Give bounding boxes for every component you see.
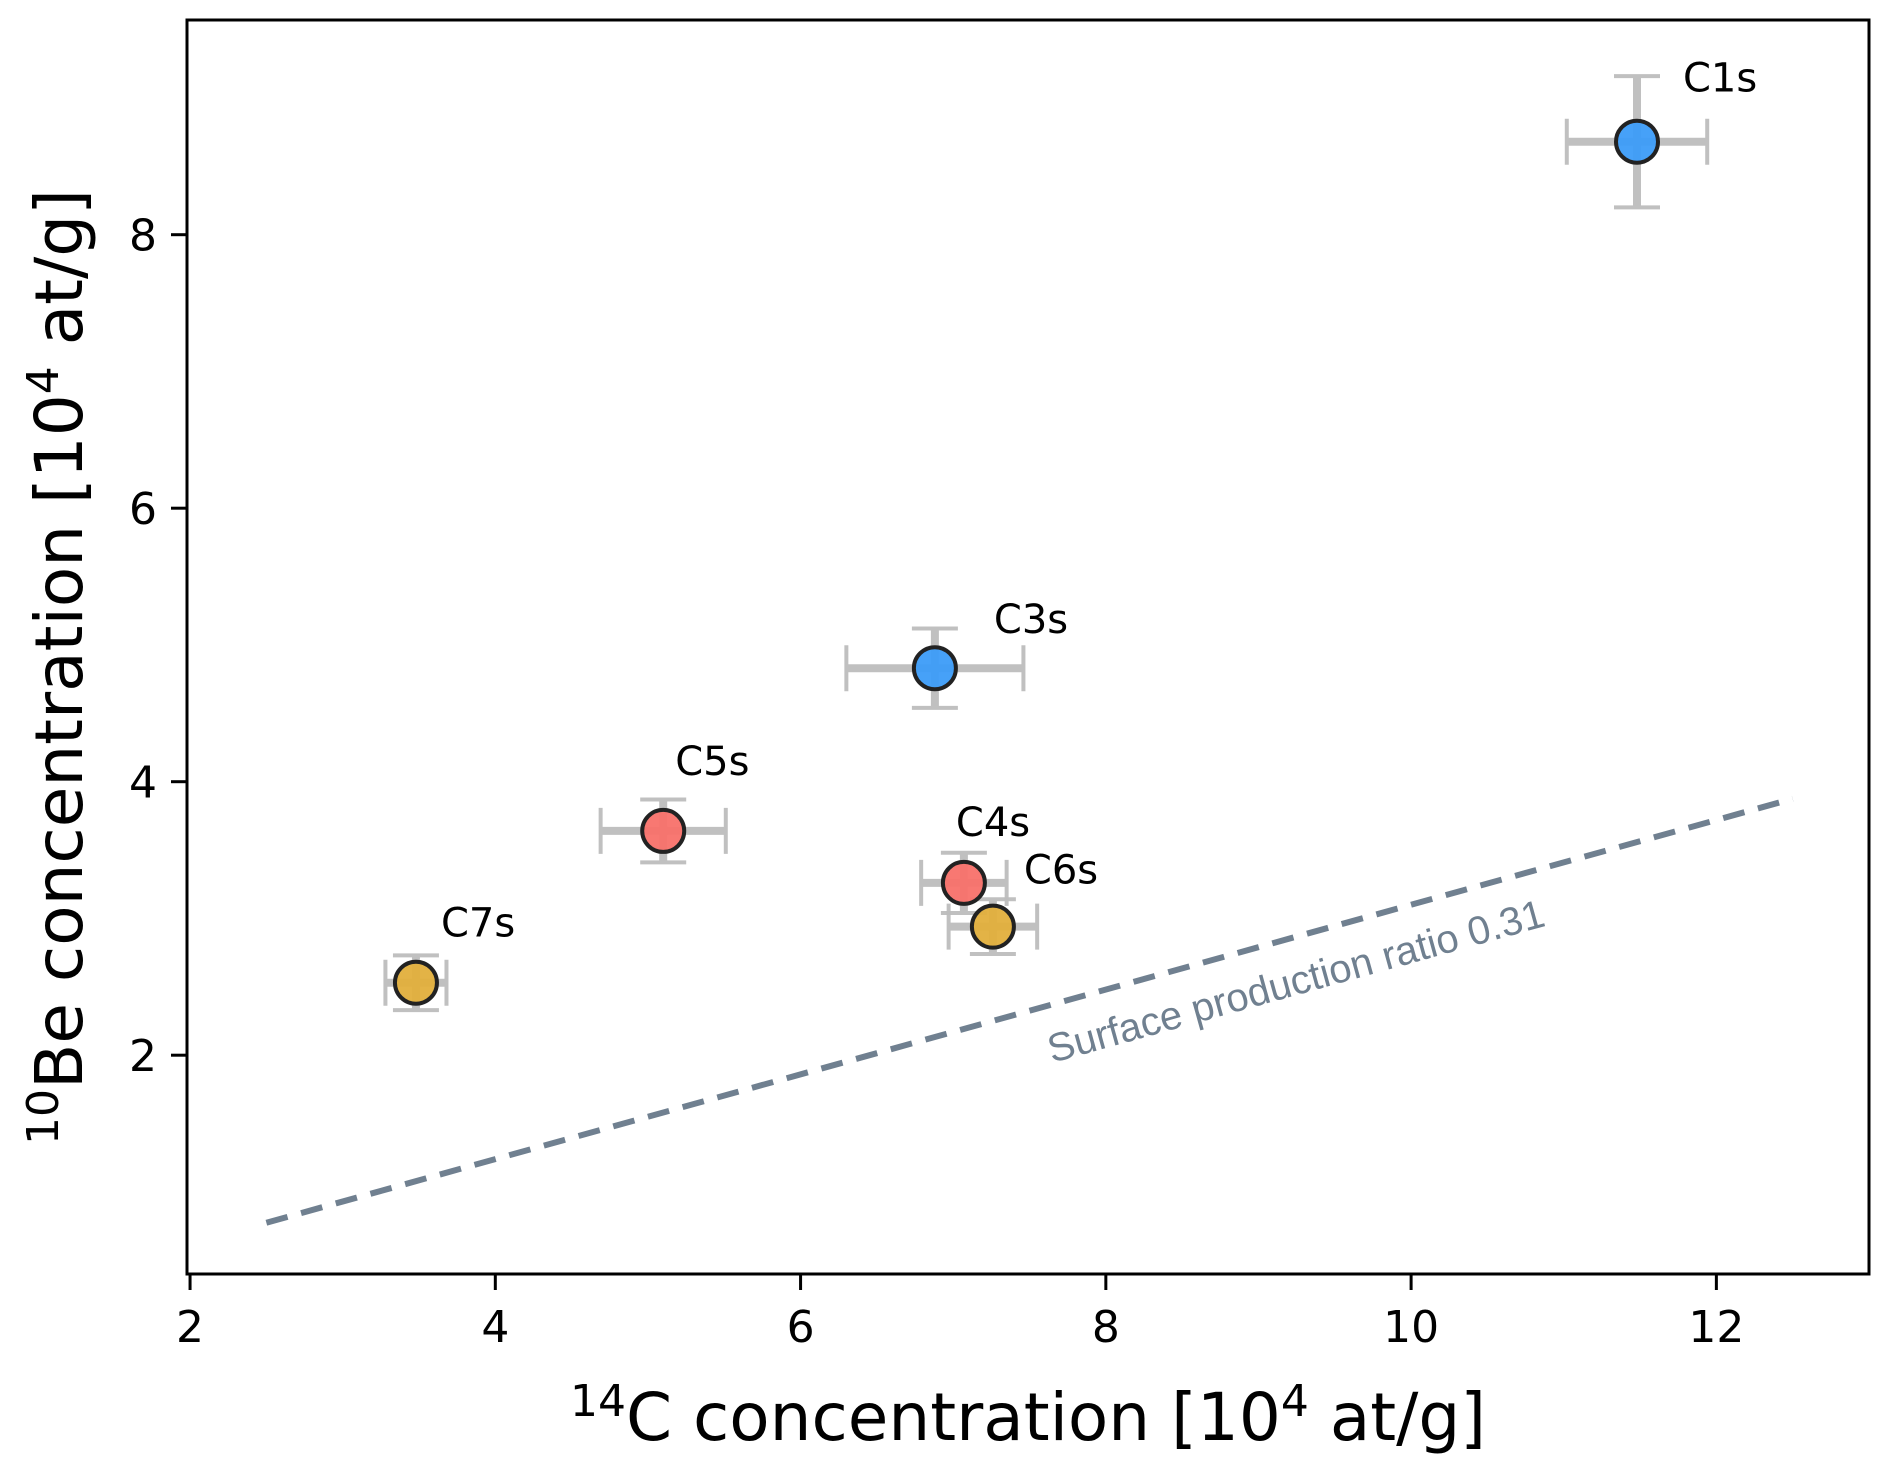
- y-axis-ticks: 2 4 6 8: [129, 211, 187, 1082]
- y-axis-title: 10Be concentration [104 at/g]: [18, 189, 98, 1145]
- x-tick-label: 6: [787, 1302, 815, 1353]
- x-axis-title-superscript: 14: [570, 1376, 626, 1427]
- x-tick-label: 8: [1092, 1302, 1120, 1353]
- y-tick-label: 2: [129, 1031, 157, 1082]
- x-axis-title: 14C concentration [104 at/g]: [570, 1376, 1486, 1456]
- x-axis-ticks: 2 4 6 8 10 12: [176, 1274, 1744, 1353]
- y-axis-title-text: Be concentration [10: [21, 394, 98, 1089]
- x-axis-title-text: C concentration [10: [626, 1379, 1281, 1456]
- x-tick-label: 12: [1688, 1302, 1744, 1353]
- point-label-C4s: C4s: [956, 800, 1030, 846]
- y-tick-label: 4: [129, 758, 157, 809]
- markers-group: [392, 118, 1660, 1006]
- reference-line-label: Surface production ratio 0.31: [1043, 892, 1550, 1072]
- data-point-C5s: [640, 807, 687, 854]
- y-axis-title-superscript-2: 4: [18, 366, 69, 394]
- data-point-C4s: [940, 859, 987, 906]
- y-axis-title-superscript: 10: [18, 1089, 69, 1145]
- data-point-C7s: [392, 959, 439, 1006]
- point-label-C5s: C5s: [675, 739, 749, 785]
- data-point-C1s: [1614, 118, 1660, 165]
- point-label-C6s: C6s: [1024, 848, 1098, 894]
- y-axis-title-text-2: at/g]: [21, 189, 98, 366]
- data-point-C3s: [911, 645, 958, 692]
- x-axis-title-text-2: at/g]: [1309, 1379, 1486, 1456]
- x-tick-label: 10: [1383, 1302, 1439, 1353]
- point-label-C3s: C3s: [994, 597, 1068, 643]
- plot-frame: [185, 18, 1871, 1276]
- reference-line: [265, 795, 1794, 1226]
- y-tick-label: 6: [129, 484, 157, 535]
- point-label-C1s: C1s: [1683, 56, 1757, 102]
- data-point-C6s: [969, 903, 1016, 950]
- x-tick-label: 2: [176, 1302, 204, 1353]
- x-axis-title-superscript-2: 4: [1281, 1376, 1309, 1427]
- x-tick-label: 4: [481, 1302, 509, 1353]
- point-label-C7s: C7s: [441, 901, 515, 947]
- y-tick-label: 8: [129, 211, 157, 262]
